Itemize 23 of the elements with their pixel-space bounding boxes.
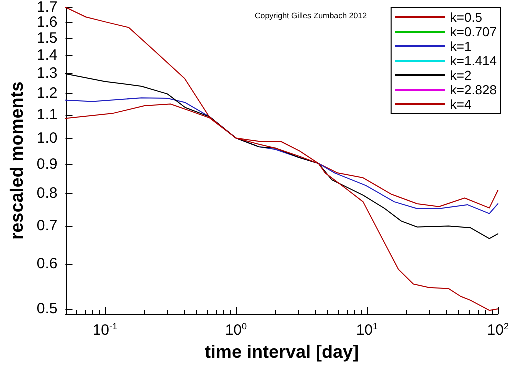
- legend-label: k=1: [450, 39, 472, 54]
- y-tick-label: 1.0: [36, 130, 58, 147]
- legend-label: k=2.828: [450, 82, 497, 98]
- y-tick-label: 1.5: [36, 30, 58, 47]
- y-tick-label: 1.1: [36, 106, 58, 124]
- annotation: Copyright Gilles Zumbach 2012: [255, 12, 368, 20]
- y-tick-label: 0.7: [36, 218, 58, 235]
- y-tick-label: 1.2: [36, 84, 58, 102]
- y-tick-label: 0.6: [36, 256, 58, 273]
- y-tick-label: 0.8: [36, 184, 58, 202]
- y-tick-label: 0.5: [36, 300, 58, 318]
- y-tick-label: 1.7: [36, 0, 58, 16]
- y-tick-label: 0.9: [36, 156, 58, 173]
- legend-label: k=0.5: [450, 10, 483, 25]
- y-tick-label: 1.4: [36, 46, 58, 64]
- legend-label: k=0.707: [450, 24, 497, 40]
- y-tick-label: 1.3: [36, 65, 58, 82]
- x-axis-title: time interval [day]: [204, 342, 359, 362]
- legend-label: k=4: [450, 97, 472, 112]
- y-axis-title: rescaled moments: [7, 82, 27, 240]
- legend-label: k=2: [450, 68, 472, 83]
- y-tick-label: 1.6: [36, 14, 58, 31]
- legend-label: k=1.414: [450, 54, 497, 68]
